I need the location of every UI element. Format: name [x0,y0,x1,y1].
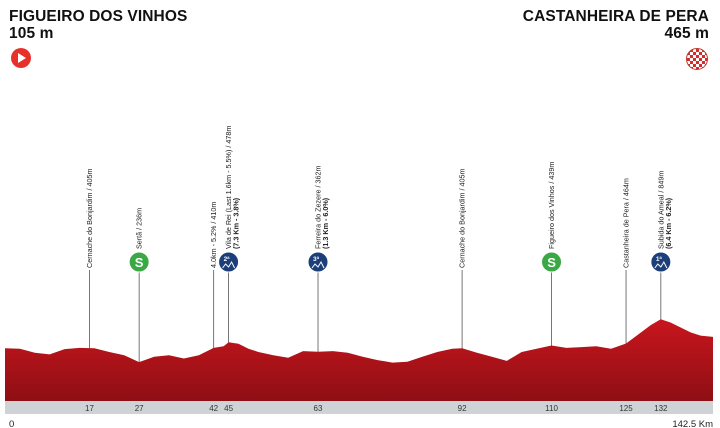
mountain-category-badge-icon: 3ª [307,251,329,273]
badge-label: 2ª [224,256,231,263]
km-tick-label: 17 [85,404,94,413]
climb-detail-label: (6.4 Km - 6.2%) [664,197,673,249]
start-altitude: 105 m [9,25,54,42]
climb-detail-label: (1.3 Km - 6.0%) [321,197,330,249]
km-tick-label: 125 [619,404,633,413]
badge-label: 1ª [656,256,663,263]
km-tick-label: 92 [458,404,467,413]
start-location: FIGUEIRO DOS VINHOS 105 m [9,8,187,42]
axis-start-label: 0 [9,419,14,428]
waypoint-label: Castanheira de Pera / 464m [622,178,631,268]
waypoint-label: Cernache do Bonjardim / 405m [85,169,94,268]
finish-checkered-flag-icon [686,48,708,70]
waypoint-label: Cernache do Bonjardim / 405m [458,169,467,268]
km-tick-label: 132 [654,404,668,413]
badge-label: S [135,255,144,270]
sprint-badge-icon: S [128,251,150,273]
waypoint-label: Subida do Ameal / 849m [656,171,665,249]
waypoint-label: Sertã / 236m [135,208,144,249]
climb-detail-label: (7.3 Km - 3.8%) [232,197,241,249]
elevation-profile-area [5,319,713,401]
badge-label: 3ª [313,256,320,263]
finish-name: CASTANHEIRA DE PERA [522,8,709,25]
km-tick-label: 45 [224,404,233,413]
mountain-category-badge-icon: 1ª [650,251,672,273]
mountain-category-badge-icon: 2ª [218,251,240,273]
waypoint-label: Ferreira do Zezere / 362m [314,165,323,249]
axis-total-distance-label: 142.5 Km [672,419,713,428]
sprint-badge-icon: S [541,251,563,273]
km-tick-label: 42 [209,404,218,413]
km-tick-label: 27 [135,404,144,413]
finish-altitude: 465 m [664,25,709,42]
km-tick-label: 110 [545,404,558,413]
waypoint-label: 4.0km - 5.2% / 410m [209,202,218,268]
start-name: FIGUEIRO DOS VINHOS [9,8,188,25]
distance-axis-bar [5,401,713,414]
waypoint-label: Vila de Rei (Last 1.6km - 5.5%) / 478m [224,126,233,249]
km-tick-label: 63 [314,404,323,413]
finish-location: CASTANHEIRA DE PERA 465 m [523,8,709,42]
start-play-icon [11,48,31,68]
badge-label: S [547,255,556,270]
waypoint-label: Figueiro dos Vinhos / 439m [547,162,556,249]
